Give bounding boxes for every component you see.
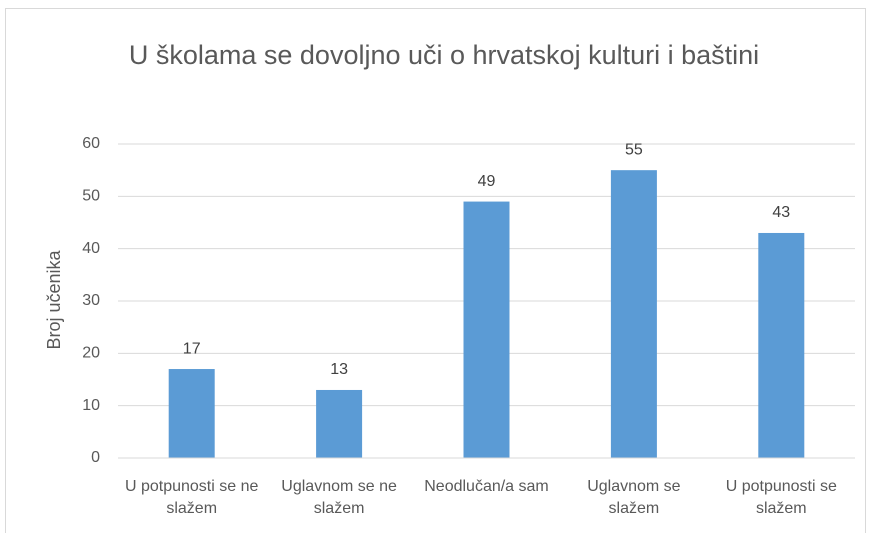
- y-axis-label: Broj učenika: [44, 249, 64, 349]
- y-tick-label: 10: [82, 397, 100, 414]
- y-tick-label: 40: [82, 240, 100, 257]
- y-tick-label: 50: [82, 188, 100, 205]
- data-label: 49: [478, 173, 496, 190]
- x-tick-label: U potpunosti se ne slažem: [124, 478, 259, 517]
- data-label: 17: [183, 340, 201, 357]
- x-tick-label: Uglavnom se ne slažem: [281, 478, 397, 517]
- bar: [610, 170, 657, 458]
- bar: [316, 389, 363, 458]
- data-label: 55: [625, 141, 643, 158]
- x-tick-label: Neodlučan/a sam: [424, 478, 549, 495]
- bar: [758, 232, 805, 458]
- chart-title: U školama se dovoljno uči o hrvatskoj ku…: [128, 40, 760, 70]
- y-tick-label: 30: [82, 292, 100, 309]
- y-tick-label: 60: [82, 135, 100, 152]
- bar: [463, 201, 510, 459]
- x-tick-label: Uglavnom se slažem: [587, 478, 681, 517]
- y-tick-label: 0: [91, 449, 100, 466]
- data-label: 43: [772, 204, 790, 221]
- chart-frame: [5, 8, 866, 533]
- data-label: 13: [330, 361, 348, 378]
- y-tick-label: 20: [82, 345, 100, 362]
- bar: [168, 369, 215, 458]
- x-tick-label: U potpunosti se slažem: [725, 478, 837, 517]
